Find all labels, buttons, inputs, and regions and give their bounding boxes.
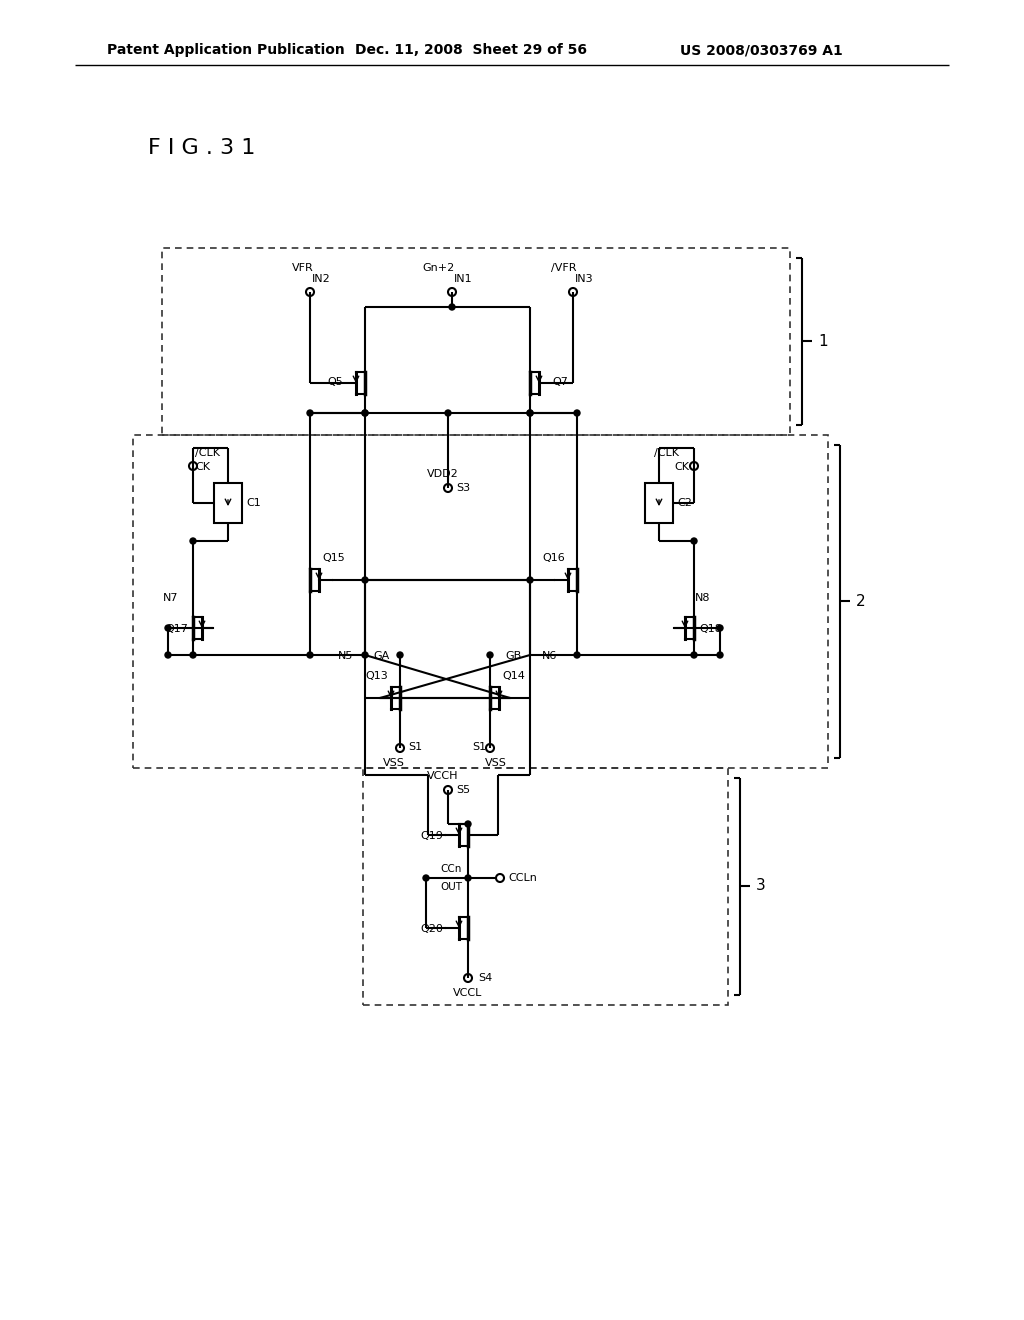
Text: OUT: OUT (440, 882, 462, 892)
Text: VCCH: VCCH (427, 771, 459, 781)
Text: 2: 2 (856, 594, 865, 609)
Text: /VFR: /VFR (551, 263, 577, 273)
Text: C1: C1 (246, 498, 261, 508)
Text: N5: N5 (338, 651, 353, 661)
Circle shape (574, 411, 580, 416)
Text: S3: S3 (456, 483, 470, 492)
Text: CK: CK (195, 462, 210, 473)
Circle shape (362, 411, 368, 416)
Text: IN3: IN3 (575, 275, 594, 284)
Text: Q14: Q14 (502, 671, 525, 681)
Circle shape (465, 875, 471, 880)
Text: US 2008/0303769 A1: US 2008/0303769 A1 (680, 44, 843, 57)
Circle shape (190, 652, 196, 657)
Circle shape (423, 875, 429, 880)
Text: Q19: Q19 (420, 832, 443, 841)
Text: S1: S1 (408, 742, 422, 752)
Text: Q20: Q20 (420, 924, 443, 935)
Text: IN1: IN1 (454, 275, 473, 284)
Text: Q15: Q15 (322, 553, 345, 564)
Circle shape (445, 411, 451, 416)
Text: Q13: Q13 (366, 671, 388, 681)
Circle shape (527, 411, 534, 416)
Text: CCn: CCn (440, 865, 462, 874)
Text: F I G . 3 1: F I G . 3 1 (148, 139, 255, 158)
Circle shape (307, 411, 313, 416)
Circle shape (362, 411, 368, 416)
Bar (362, 768, 728, 1005)
Circle shape (190, 539, 196, 544)
Circle shape (527, 577, 534, 583)
Bar (645, 483, 673, 523)
Text: CK: CK (674, 462, 689, 473)
Circle shape (449, 304, 455, 310)
Circle shape (717, 624, 723, 631)
Circle shape (165, 652, 171, 657)
Text: /CLK: /CLK (195, 447, 220, 458)
Text: VCCL: VCCL (454, 987, 482, 998)
Text: Patent Application Publication: Patent Application Publication (106, 44, 345, 57)
Text: CCLn: CCLn (508, 873, 537, 883)
Circle shape (574, 652, 580, 657)
Text: N7: N7 (163, 593, 178, 603)
Circle shape (165, 624, 171, 631)
Text: VSS: VSS (383, 758, 404, 768)
Text: Q7: Q7 (552, 378, 568, 387)
Text: N6: N6 (542, 651, 557, 661)
Bar (133, 436, 828, 768)
Text: S5: S5 (456, 785, 470, 795)
Circle shape (717, 652, 723, 657)
Text: S4: S4 (478, 973, 493, 983)
Text: IN2: IN2 (312, 275, 331, 284)
Text: VFR: VFR (292, 263, 313, 273)
Text: Q17: Q17 (165, 624, 188, 634)
Text: Q5: Q5 (328, 378, 343, 387)
Circle shape (362, 577, 368, 583)
Text: S1: S1 (472, 742, 486, 752)
Circle shape (307, 652, 313, 657)
Text: /CLK: /CLK (654, 447, 679, 458)
Circle shape (527, 411, 534, 416)
Text: GA: GA (373, 651, 389, 661)
Text: Q18: Q18 (699, 624, 722, 634)
Text: N8: N8 (694, 593, 710, 603)
Bar (162, 248, 790, 436)
Circle shape (397, 652, 403, 657)
Text: Q16: Q16 (543, 553, 565, 564)
Circle shape (691, 539, 697, 544)
Text: 1: 1 (818, 334, 827, 348)
Circle shape (691, 652, 697, 657)
Text: 3: 3 (756, 879, 766, 894)
Text: VSS: VSS (485, 758, 507, 768)
Text: GB: GB (506, 651, 522, 661)
Circle shape (465, 821, 471, 828)
Circle shape (362, 652, 368, 657)
Circle shape (487, 652, 493, 657)
Text: C2: C2 (677, 498, 692, 508)
Bar (214, 483, 242, 523)
Text: Gn+2: Gn+2 (422, 263, 455, 273)
Text: Dec. 11, 2008  Sheet 29 of 56: Dec. 11, 2008 Sheet 29 of 56 (355, 44, 587, 57)
Text: VDD2: VDD2 (427, 469, 459, 479)
